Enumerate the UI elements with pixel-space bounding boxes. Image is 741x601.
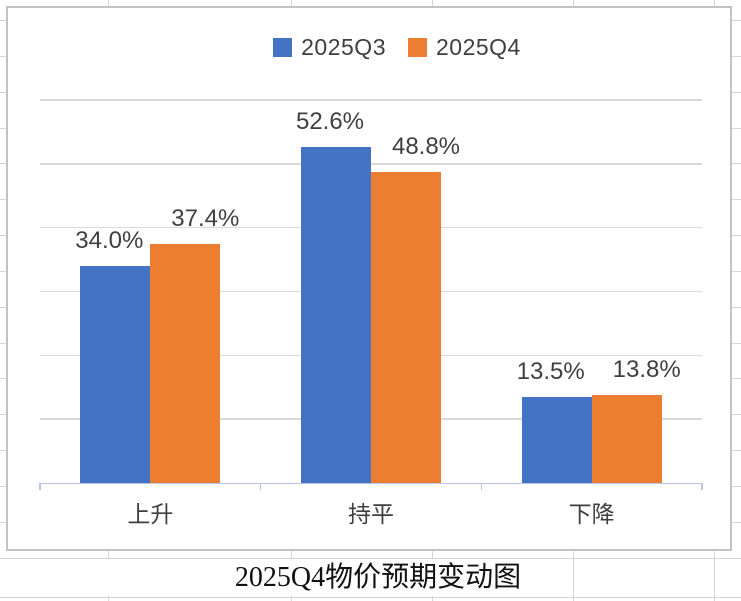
- x-axis-tick: [259, 483, 262, 490]
- bar-2025Q4-上升[interactable]: [150, 244, 221, 483]
- chart-legend: 2025Q3 2025Q4: [36, 34, 741, 61]
- chart-title-cell[interactable]: [108, 558, 573, 596]
- legend-swatch-icon: [273, 38, 293, 57]
- legend-label: 2025Q4: [436, 34, 521, 60]
- category-label-下降: 下降: [568, 501, 615, 527]
- sheet-gridline-horizontal: [0, 597, 741, 598]
- x-axis-tick: [39, 483, 41, 490]
- x-axis-tick: [480, 483, 483, 490]
- category-label-持平: 持平: [347, 501, 394, 527]
- bar-2025Q4-下降[interactable]: [591, 394, 662, 483]
- data-label-2025Q4-下降: 13.8%: [612, 355, 681, 383]
- data-label-2025Q3-持平: 52.6%: [295, 108, 365, 136]
- data-label-2025Q4-持平: 48.8%: [391, 132, 461, 160]
- data-label-2025Q4-上升: 37.4%: [171, 205, 240, 233]
- chart-object[interactable]: 2025Q3 2025Q4 34.0% 52.6% 13.5% 37.4% 48.8% 13…: [6, 6, 732, 551]
- plot-area: 34.0% 52.6% 13.5% 37.4% 48.8% 13.8% 上升 持平 下降: [39, 99, 703, 527]
- bar-2025Q4-持平[interactable]: [371, 171, 441, 483]
- plot-gridline: [40, 99, 702, 101]
- legend-item-2025Q3[interactable]: 2025Q3: [273, 34, 386, 61]
- legend-label: 2025Q3: [301, 34, 386, 60]
- data-label-2025Q3-下降: 13.5%: [516, 357, 585, 385]
- bar-2025Q3-上升[interactable]: [80, 265, 151, 483]
- bar-2025Q3-持平[interactable]: [301, 147, 371, 483]
- legend-swatch-icon: [408, 38, 427, 57]
- x-axis-tick: [701, 483, 703, 490]
- plot-gridline: [40, 163, 702, 165]
- data-label-2025Q3-上升: 34.0%: [75, 226, 144, 254]
- x-axis-line: [39, 482, 703, 484]
- chart-title-text: 2025Q4物价预期变动图: [234, 561, 522, 593]
- category-label-上升: 上升: [127, 501, 174, 527]
- legend-item-2025Q4[interactable]: 2025Q4: [408, 34, 521, 61]
- sheet-gridline-horizontal: [0, 557, 741, 559]
- bar-2025Q3-下降[interactable]: [521, 396, 592, 483]
